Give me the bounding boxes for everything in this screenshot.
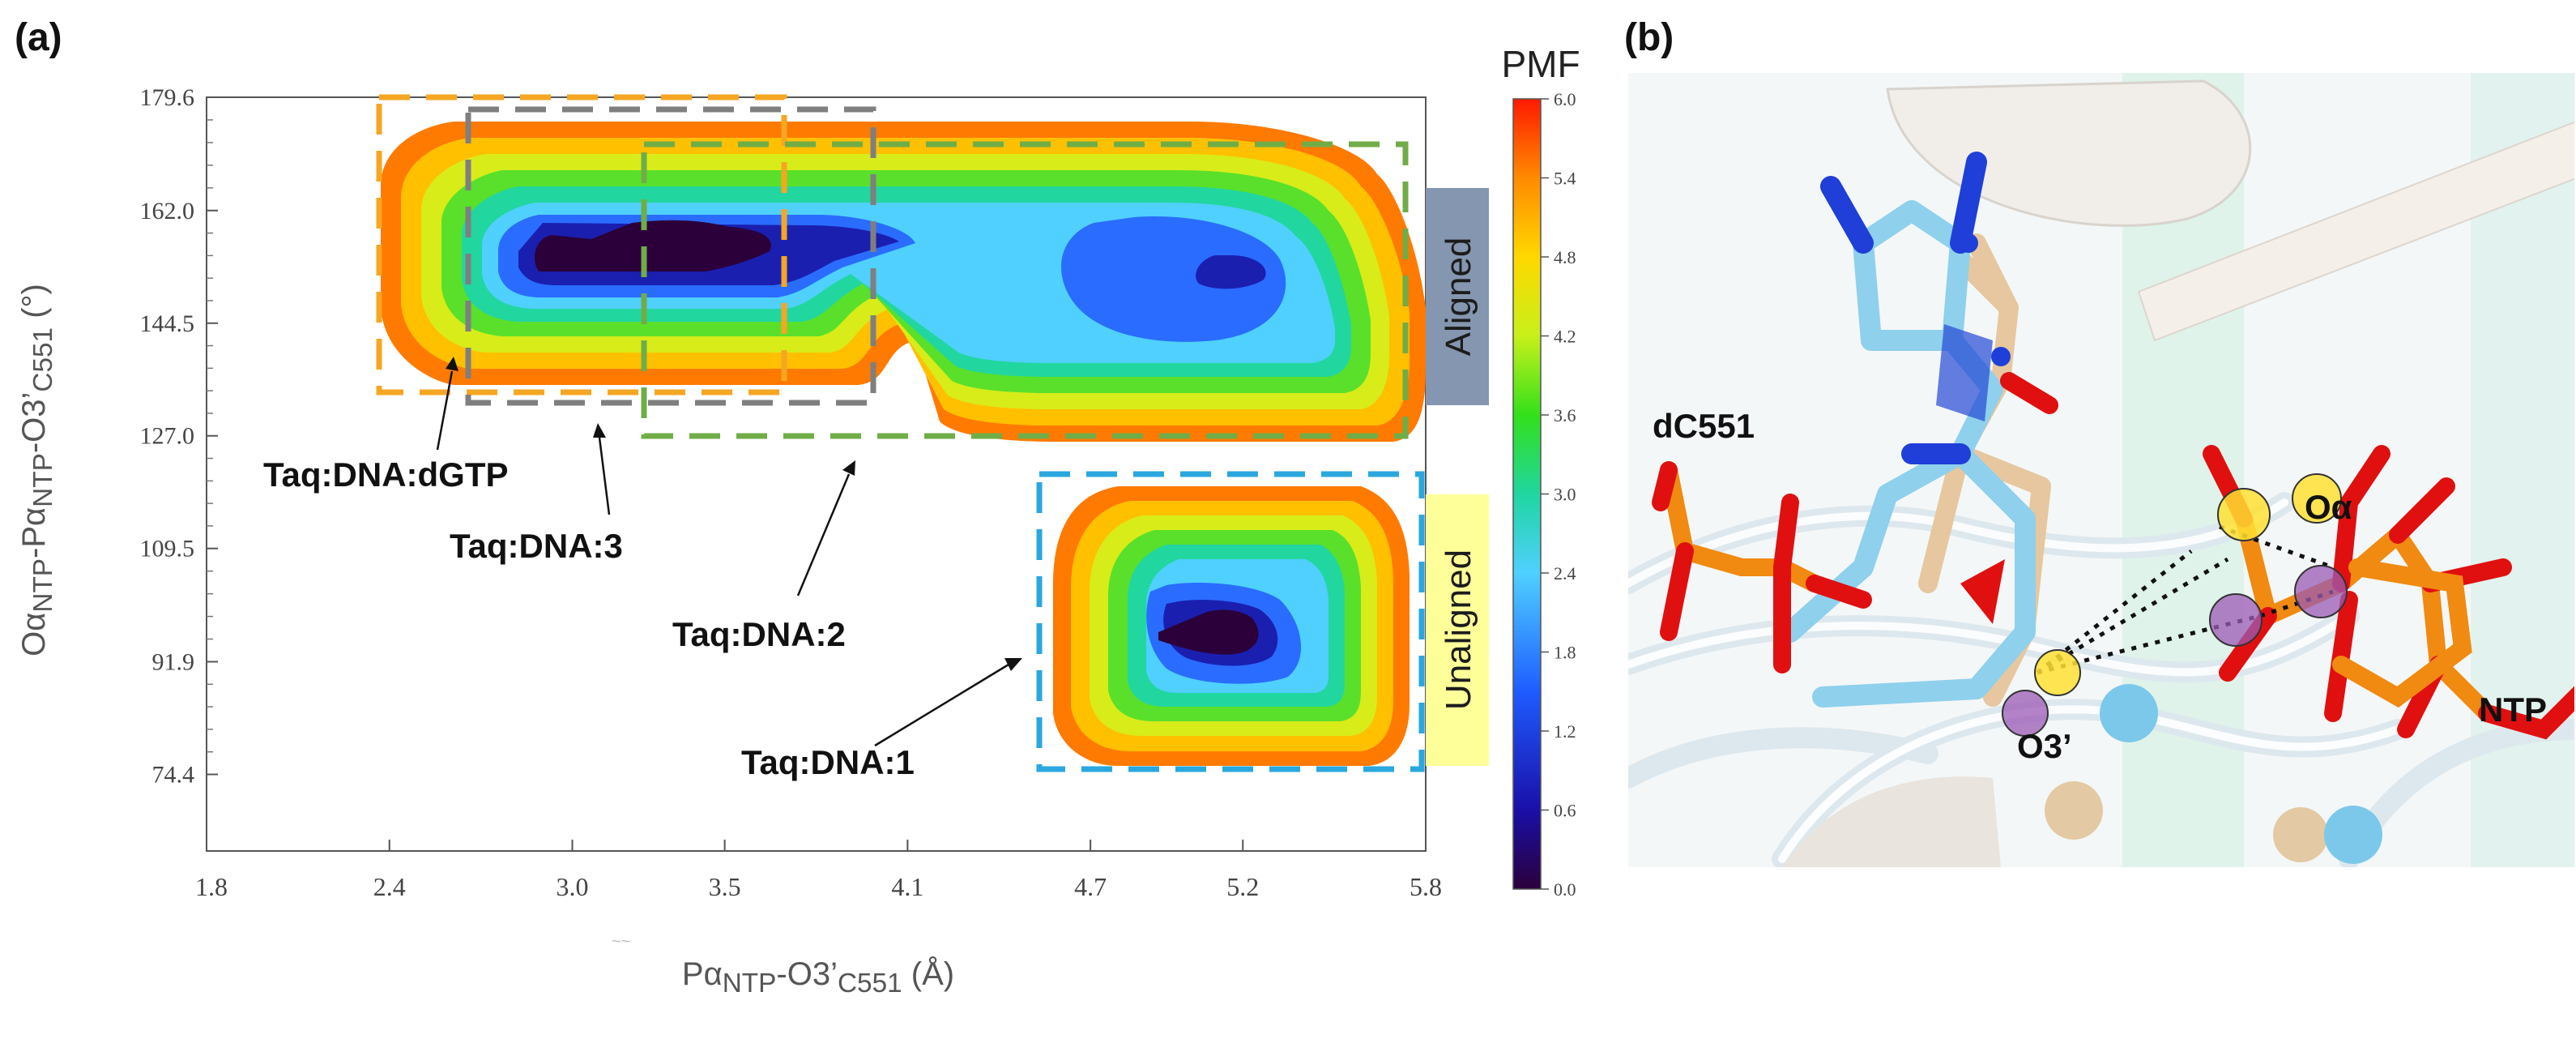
y-axis-title: OαNTP-PαNTP-O3’C551 (°) — [16, 284, 58, 656]
colorbar-tick-label: 1.8 — [1554, 643, 1576, 663]
box-taq-dna-2 — [641, 141, 1409, 439]
label-ntp: NTP — [2479, 691, 2547, 729]
x-axis-title: PαNTP-O3’C551 (Å) — [681, 956, 955, 998]
colorbar-tick-label: 0.6 — [1554, 801, 1576, 821]
panel-a-label: (a) — [15, 16, 62, 59]
colorbar-tick-label: 4.8 — [1554, 247, 1576, 267]
colorbar-tick-label: 1.2 — [1554, 721, 1576, 742]
label-dc551: dC551 — [1653, 407, 1755, 445]
molecular-structure — [1628, 73, 2574, 867]
x-tick-label: 5.8 — [1410, 872, 1442, 901]
x-tick-label: 5.2 — [1226, 872, 1259, 901]
colorbar-title: PMF — [1501, 43, 1580, 85]
y-tick-label: 109.5 — [140, 536, 195, 562]
colorbar-tick-label: 2.4 — [1554, 563, 1576, 584]
colorbar-tick-label: 5.4 — [1554, 169, 1576, 189]
y-tick-label: 74.4 — [152, 761, 195, 788]
y-tick-label: 91.9 — [152, 649, 195, 676]
colorbar-tick-label: 3.0 — [1554, 485, 1576, 505]
colorbar-tick-label: 6.0 — [1554, 89, 1576, 109]
colorbar-ticks: 6.0 5.4 4.8 4.2 3.6 3.0 2.4 1.8 1.2 0.6 0.0 — [1541, 89, 1576, 900]
label-taq-dna-1: Taq:DNA:1 — [741, 743, 915, 781]
unaligned-label: Unaligned — [1439, 549, 1478, 710]
x-axis-ticks: 1.8 2.4 3.0 3.5 4.1 4.7 5.2 5.8 — [195, 840, 1442, 901]
x-tick-label: 3.0 — [557, 872, 589, 901]
box-taq-dna-3 — [465, 106, 876, 406]
y-axis-ticks: 179.6 162.0 144.5 127.0 109.5 91.9 74.4 — [140, 84, 218, 788]
box-taq-dna-dgtp — [376, 94, 787, 396]
unaligned-badge — [1426, 494, 1489, 766]
stray-mark: ~~ — [612, 933, 630, 951]
colorbar — [1512, 98, 1542, 890]
y-tick-label: 127.0 — [140, 423, 195, 450]
aligned-label: Aligned — [1439, 237, 1478, 357]
x-tick-label: 2.4 — [373, 872, 406, 901]
colorbar-tick-label: 0.0 — [1554, 879, 1576, 900]
y-tick-label: 162.0 — [140, 198, 195, 224]
box-taq-dna-1 — [1036, 471, 1425, 772]
label-o3: O3’ — [2017, 727, 2072, 765]
label-taq-dna-dgtp: Taq:DNA:dGTP — [263, 455, 509, 494]
colorbar-tick-label: 4.2 — [1554, 327, 1576, 347]
panel-b-label: (b) — [1624, 16, 1674, 59]
x-tick-label: 3.5 — [709, 872, 741, 901]
x-tick-label: 4.7 — [1074, 872, 1107, 901]
state-boxes — [376, 94, 1425, 772]
x-tick-label: 4.1 — [891, 872, 923, 901]
state-annotations — [436, 357, 1022, 747]
y-tick-label: 179.6 — [140, 84, 195, 111]
aligned-badge — [1426, 188, 1489, 405]
label-oalpha: Oα — [2305, 488, 2352, 526]
x-tick-label: 1.8 — [195, 872, 228, 901]
colorbar-tick-label: 3.6 — [1554, 405, 1576, 425]
label-taq-dna-3: Taq:DNA:3 — [450, 527, 623, 565]
label-taq-dna-2: Taq:DNA:2 — [672, 615, 846, 653]
y-tick-label: 144.5 — [140, 310, 195, 337]
